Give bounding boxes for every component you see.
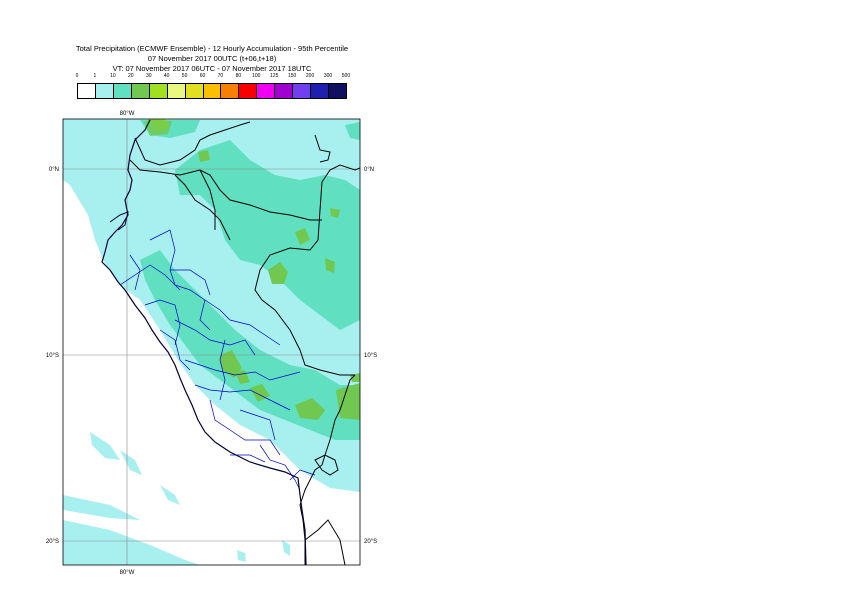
- border-peru-bolivia: [321, 374, 356, 466]
- lake-titicaca: [314, 454, 339, 476]
- precip-medium-east-edge: [345, 122, 360, 140]
- precip-green-1: [268, 262, 288, 284]
- precip-green-4: [330, 208, 340, 218]
- border-bolivia-south: [304, 519, 346, 565]
- legend-threshold-label: 60: [199, 73, 206, 79]
- precip-green-3: [325, 258, 335, 273]
- region-boundaries: [119, 229, 316, 491]
- lat-right-10s: 10°S: [364, 353, 377, 359]
- legend-threshold-label: 0: [75, 73, 79, 79]
- coastline: [101, 119, 307, 565]
- legend-threshold-label: 300: [323, 73, 333, 79]
- border-venezuela: [314, 134, 331, 163]
- lat-right-0: 0°N: [364, 167, 374, 173]
- legend-threshold-label: 20: [128, 73, 134, 79]
- gulf-inset: [109, 211, 129, 231]
- precip-green-7: [295, 398, 325, 420]
- boundary-15: [129, 254, 141, 291]
- legend-threshold-label: 80: [235, 73, 242, 79]
- precip-green-11: [198, 150, 210, 162]
- legend-threshold-label: 50: [181, 73, 188, 79]
- boundary-8: [239, 409, 276, 441]
- legend-threshold-label: 125: [270, 73, 279, 79]
- boundary-14: [289, 469, 316, 481]
- precip-green-5: [220, 350, 242, 378]
- boundary-6: [194, 384, 291, 411]
- border-colombia-north: [134, 121, 251, 166]
- national-borders: [129, 121, 360, 565]
- lat-left-0: 0°N: [49, 167, 59, 173]
- lat-left-10s: 10°S: [46, 353, 59, 359]
- legend-threshold-label: 40: [163, 73, 170, 79]
- precip-light-south-2: [63, 495, 140, 520]
- precip-medium-north: [175, 140, 360, 330]
- title-line-2: 07 November 2017 00UTC (t+06,t+18): [147, 54, 277, 63]
- lat-right-20s: 20°S: [364, 539, 377, 545]
- border-ecuador-colombia: [129, 159, 322, 221]
- bottom-longitude-label: 80°W: [120, 570, 135, 576]
- precip-light-streak-1: [90, 432, 120, 460]
- legend-threshold-label: 200: [305, 73, 315, 79]
- graticule: [63, 119, 360, 565]
- map-frame: [62, 118, 361, 566]
- legend-color-swatch: [328, 83, 347, 99]
- title-line-1: Total Precipitation (ECMWF Ensemble) - 1…: [75, 44, 349, 53]
- boundary-12: [259, 444, 301, 491]
- precip-green-2: [295, 228, 310, 245]
- color-legend: 0 1 10 20 30 40 50 60 70 80 100 125 150 200 300 500: [60, 73, 360, 103]
- precip-green-top: [144, 119, 172, 136]
- boundary-9: [204, 299, 281, 346]
- boundary-16: [170, 269, 211, 296]
- legend-threshold-label: 500: [341, 73, 351, 79]
- top-longitude-label: 80°W: [120, 111, 135, 117]
- lat-left-20s: 20°S: [46, 539, 59, 545]
- boundary-4: [174, 319, 256, 356]
- precip-light-south-1: [63, 520, 200, 565]
- precip-medium-central: [140, 250, 360, 440]
- legend-threshold-label: 30: [145, 73, 152, 79]
- boundary-5: [184, 359, 301, 381]
- map-area: [63, 119, 360, 565]
- legend-threshold-label: 10: [110, 73, 116, 79]
- border-ecuador-peru-north: [199, 169, 216, 230]
- precip-light-streak-5: [282, 540, 290, 556]
- legend-threshold-label: 1: [93, 73, 97, 79]
- boundary-11: [159, 329, 191, 371]
- precip-green-8: [336, 383, 360, 420]
- precip-light-streak-3: [160, 485, 180, 505]
- legend-threshold-label: 70: [217, 73, 224, 79]
- legend-threshold-label: 150: [287, 73, 297, 79]
- precip-light-streak-4: [237, 550, 246, 562]
- border-colombia-brazil: [321, 164, 360, 183]
- border-peru-brazil: [254, 181, 355, 376]
- boundary-10: [219, 339, 226, 401]
- legend-threshold-label: 100: [252, 73, 261, 79]
- border-extra-1: [174, 174, 231, 241]
- boundary-3: [144, 299, 181, 346]
- title-line-3: VT: 07 November 2017 06UTC - 07 November…: [112, 64, 312, 73]
- precip-light-streak-2: [120, 450, 142, 475]
- boundary-2: [119, 264, 181, 291]
- boundary-7: [209, 399, 281, 456]
